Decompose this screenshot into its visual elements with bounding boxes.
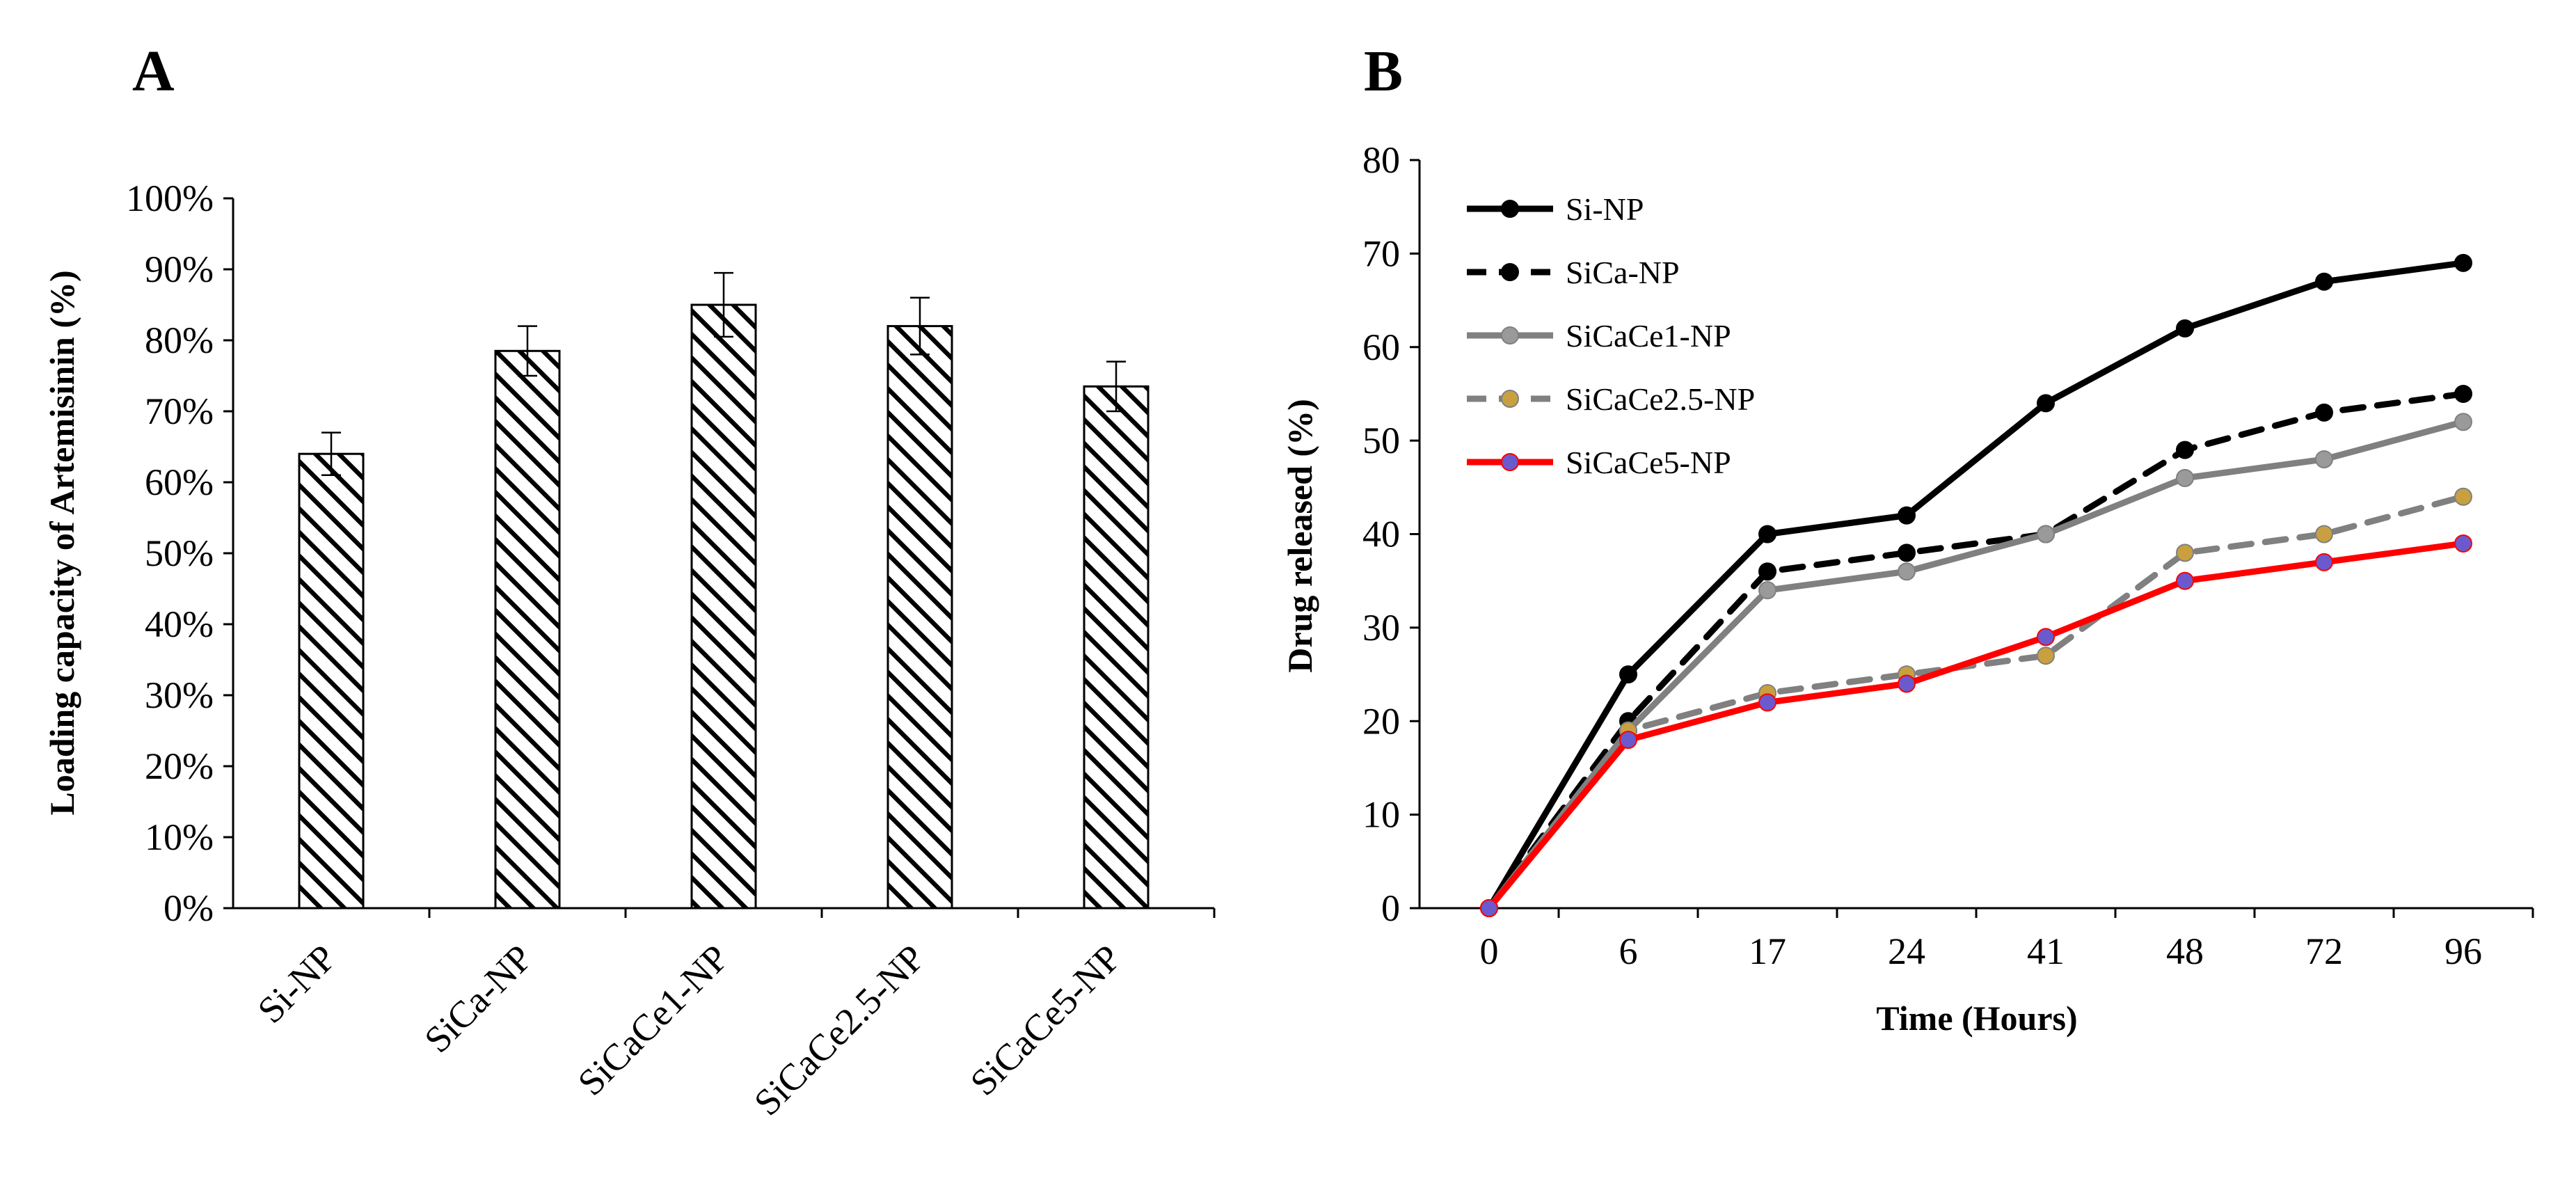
data-point bbox=[2037, 646, 2055, 665]
legend-swatch-marker bbox=[1501, 200, 1519, 218]
line-chart-series bbox=[1480, 253, 2472, 917]
data-point bbox=[2454, 253, 2472, 272]
bar bbox=[494, 349, 561, 910]
data-point bbox=[2315, 525, 2333, 544]
series-line bbox=[1486, 260, 2467, 912]
data-point bbox=[2315, 403, 2333, 422]
data-point bbox=[2176, 441, 2194, 459]
line-chart-panel: B Drug released (%) Time (Hours) 0 10 20 30… bbox=[1280, 39, 2534, 1038]
line-chart-y-tick-label: 60 bbox=[1362, 326, 1400, 368]
bar-chart-y-tick-label: 50% bbox=[145, 532, 214, 574]
data-point bbox=[2037, 394, 2055, 413]
bar-chart-x-tick-label: SiCa-NP bbox=[416, 937, 540, 1061]
line-chart-y-tick-label: 30 bbox=[1362, 607, 1400, 649]
series-line bbox=[1486, 418, 2467, 912]
data-point bbox=[2454, 487, 2472, 506]
bar-chart-y-tick-label: 80% bbox=[145, 319, 214, 361]
legend-label: SiCa-NP bbox=[1566, 255, 1680, 290]
panel-label-b: B bbox=[1364, 39, 1403, 104]
data-point bbox=[1619, 731, 1637, 749]
data-point bbox=[2454, 384, 2472, 403]
line-chart-y-tick-label: 40 bbox=[1362, 514, 1400, 555]
legend-swatch-marker bbox=[1501, 326, 1519, 344]
series-line bbox=[1486, 540, 2467, 912]
line-chart-y-tick-label: 50 bbox=[1362, 420, 1400, 461]
panel-label-a: A bbox=[132, 39, 175, 104]
bar-chart-y-tick-label: 0% bbox=[164, 887, 214, 929]
series-line bbox=[1486, 390, 2467, 912]
data-point bbox=[1898, 674, 1916, 693]
line-chart-y-tick-label: 0 bbox=[1381, 887, 1400, 929]
legend-swatch-marker bbox=[1501, 263, 1519, 281]
bar bbox=[887, 325, 953, 910]
bar-chart-bars bbox=[298, 303, 1150, 910]
bar-chart-panel: A Loading capacity of Artemisinin (%) 0%… bbox=[42, 39, 1216, 1123]
line-chart-x-tick-label: 72 bbox=[2305, 930, 2343, 972]
line-chart-x-ticks: 0 6 17 24 41 48 72 96 bbox=[1480, 908, 2534, 972]
line-chart-y-ticks: 0 10 20 30 40 50 60 70 80 bbox=[1362, 139, 1420, 929]
data-point bbox=[2176, 468, 2194, 487]
data-point bbox=[1898, 506, 1916, 525]
data-point bbox=[1758, 581, 1776, 600]
bar-chart-y-tick-label: 10% bbox=[145, 816, 214, 858]
bar-chart-y-tick-label: 100% bbox=[126, 177, 214, 219]
line-chart-y-tick-label: 20 bbox=[1362, 700, 1400, 742]
bar-chart-x-ticks: Si-NP SiCa-NP SiCaCe1-NP SiCaCe2.5-NP SiCaCe… bbox=[250, 908, 1216, 1123]
bar-chart-x-tick-label: SiCaCe5-NP bbox=[962, 937, 1129, 1104]
data-point bbox=[2176, 571, 2194, 590]
data-point bbox=[1758, 693, 1776, 712]
line-chart-y-tick-label: 70 bbox=[1362, 232, 1400, 274]
bar-chart-x-tick-label: SiCaCe2.5-NP bbox=[746, 937, 932, 1123]
data-point bbox=[2037, 628, 2055, 646]
legend-swatch-marker bbox=[1501, 453, 1519, 471]
bar-chart-x-tick-label: SiCaCe1-NP bbox=[570, 937, 737, 1104]
bar-chart-x-tick-label: Si-NP bbox=[250, 937, 344, 1031]
data-point bbox=[2454, 413, 2472, 431]
data-point bbox=[2176, 544, 2194, 562]
line-chart-y-tick-label: 10 bbox=[1362, 794, 1400, 836]
legend-label: Si-NP bbox=[1566, 191, 1644, 227]
line-chart-y-axis-title: Drug released (%) bbox=[1280, 399, 1319, 672]
data-point bbox=[2037, 525, 2055, 544]
bar-chart-y-axis-title: Loading capacity of Artemisinin (%) bbox=[42, 270, 81, 815]
line-chart-x-tick-label: 41 bbox=[2027, 930, 2065, 972]
data-point bbox=[2315, 553, 2333, 571]
legend-label: SiCaCe1-NP bbox=[1566, 318, 1731, 354]
line-chart-x-tick-label: 0 bbox=[1480, 930, 1499, 972]
bar bbox=[690, 303, 757, 910]
data-point bbox=[2176, 319, 2194, 338]
bar-chart-error-bars bbox=[321, 271, 1126, 477]
bar bbox=[298, 452, 365, 910]
legend-label: SiCaCe2.5-NP bbox=[1566, 381, 1755, 417]
data-point bbox=[1619, 665, 1637, 684]
legend-label: SiCaCe5-NP bbox=[1566, 445, 1731, 480]
line-chart-y-tick-label: 80 bbox=[1362, 139, 1400, 181]
bar-chart-y-tick-label: 40% bbox=[145, 603, 214, 645]
bar-chart-y-tick-label: 70% bbox=[145, 390, 214, 432]
data-point bbox=[1480, 899, 1498, 917]
data-point bbox=[1898, 562, 1916, 581]
data-point bbox=[2315, 450, 2333, 468]
data-point bbox=[1758, 562, 1776, 581]
line-chart-x-tick-label: 6 bbox=[1619, 930, 1638, 972]
data-point bbox=[2315, 272, 2333, 291]
bar-chart-y-tick-label: 90% bbox=[145, 248, 214, 290]
bar-chart-y-tick-label: 20% bbox=[145, 745, 214, 787]
data-point bbox=[1898, 544, 1916, 562]
bar bbox=[1083, 385, 1150, 910]
line-chart-x-tick-label: 17 bbox=[1749, 930, 1786, 972]
bar-chart-y-ticks: 0% 10% 20% 30% 40% 50% 60% 70% 80% 90% 100% bbox=[126, 177, 233, 929]
line-chart-x-tick-label: 48 bbox=[2166, 930, 2204, 972]
data-point bbox=[2454, 534, 2472, 553]
bar-chart-y-tick-label: 60% bbox=[145, 461, 214, 503]
line-chart-x-tick-label: 96 bbox=[2444, 930, 2482, 972]
bar-chart-y-tick-label: 30% bbox=[145, 674, 214, 716]
legend-swatch-marker bbox=[1501, 390, 1519, 408]
series-line bbox=[1486, 493, 2467, 912]
data-point bbox=[1758, 525, 1776, 544]
line-chart-x-tick-label: 24 bbox=[1888, 930, 1925, 972]
line-chart-x-axis-title: Time (Hours) bbox=[1876, 999, 2077, 1038]
line-chart-legend: Si-NP SiCa-NP SiCaCe1-NP SiCaCe2.5-NP SiCaCe… bbox=[1467, 191, 1755, 480]
